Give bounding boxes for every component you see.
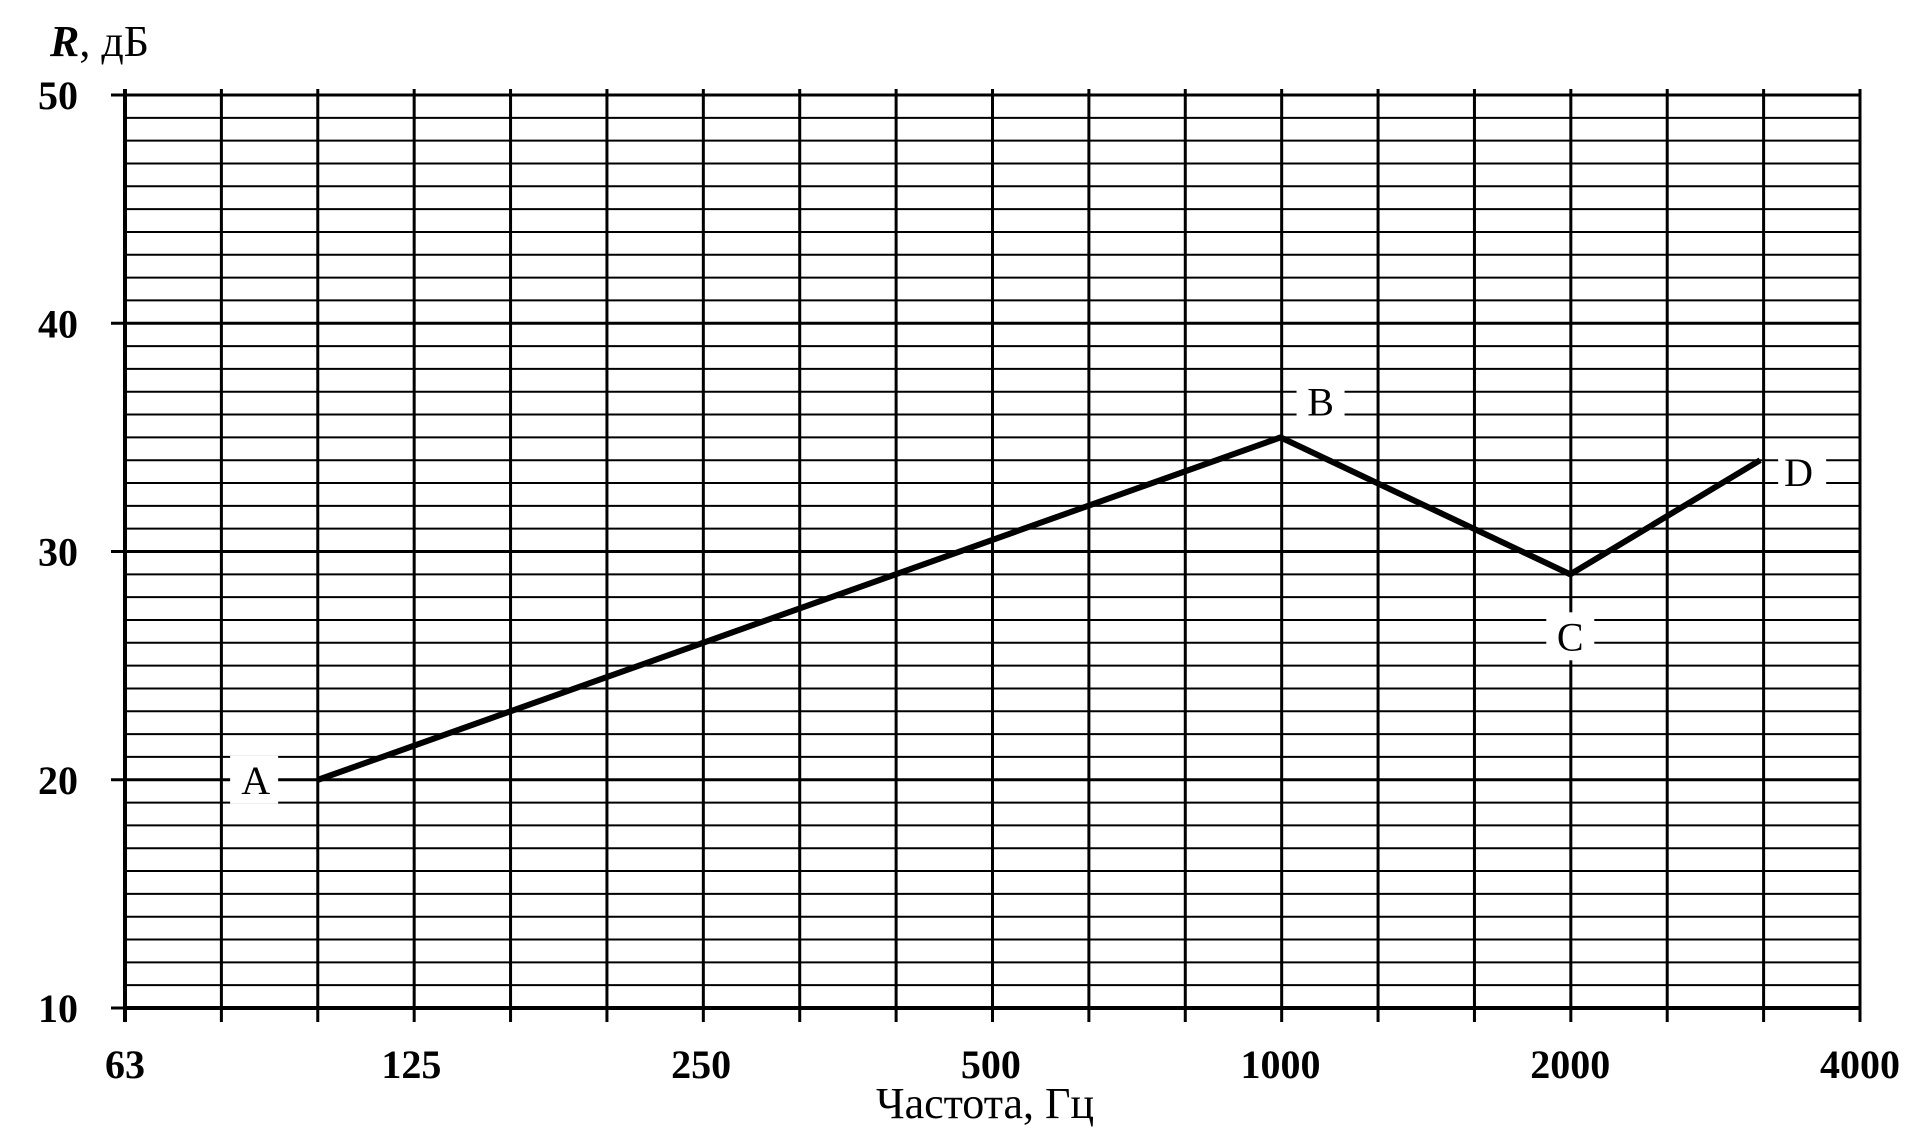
- y-tick-label: 30: [38, 530, 78, 575]
- x-axis-title: Частота, Гц: [876, 1079, 1094, 1128]
- y-tick-label: 20: [38, 758, 78, 803]
- y-tick-label: 40: [38, 301, 78, 346]
- x-tick-label: 1000: [1241, 1042, 1321, 1087]
- point-label-a: A: [241, 758, 270, 803]
- point-label-background: [1778, 448, 1827, 497]
- grid: [111, 89, 1862, 1022]
- axes: [123, 89, 1860, 1022]
- y-tick-label: 50: [38, 73, 78, 118]
- point-label-d: D: [1784, 450, 1813, 495]
- y-axis-symbol: R: [49, 17, 79, 66]
- x-tick-label: 2000: [1530, 1042, 1610, 1087]
- point-label-b: B: [1307, 379, 1334, 424]
- point-label-background: [1296, 377, 1345, 426]
- x-tick-label: 4000: [1820, 1042, 1900, 1087]
- x-tick-label: 500: [961, 1042, 1021, 1087]
- x-tick-label: 63: [105, 1042, 145, 1087]
- tick-labels: 63 125 250 500 1000 2000 4000 10 20 30 40 50: [38, 73, 1900, 1087]
- series-line: [317, 434, 1762, 783]
- series: [317, 434, 1762, 783]
- y-axis-unit: , дБ: [79, 17, 149, 66]
- point-labels: A B C D: [230, 377, 1827, 804]
- point-label-background: [230, 755, 279, 804]
- y-axis-title: R, дБ: [49, 17, 149, 66]
- y-tick-label: 10: [38, 986, 78, 1031]
- point-label-background: [1546, 612, 1595, 661]
- x-tick-label: 250: [671, 1042, 731, 1087]
- point-label-c: C: [1557, 614, 1584, 659]
- x-tick-label: 125: [381, 1042, 441, 1087]
